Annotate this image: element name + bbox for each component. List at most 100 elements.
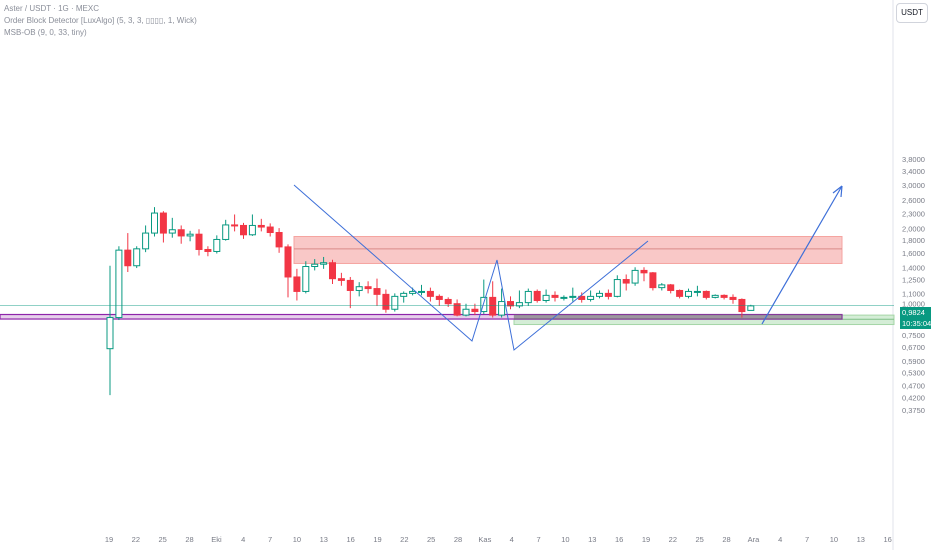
- candle-up: [596, 292, 603, 297]
- y-tick-label: 0,5300: [902, 368, 925, 377]
- x-tick-label: 22: [132, 535, 140, 544]
- x-tick-label: 19: [373, 535, 381, 544]
- x-tick-label: 16: [615, 535, 623, 544]
- x-tick-label: 7: [537, 535, 541, 544]
- x-tick-label: 16: [346, 535, 354, 544]
- candle-down: [702, 290, 710, 298]
- candle-down: [364, 286, 372, 290]
- candle-down: [729, 296, 737, 300]
- x-tick-label: 10: [561, 535, 569, 544]
- candle-down: [373, 288, 381, 295]
- indicator-order-block-detector[interactable]: Order Block Detector [LuxAlgo] (5, 3, 3,…: [4, 16, 197, 25]
- y-tick-label: 2,3000: [902, 210, 925, 219]
- x-tick-label: 22: [400, 535, 408, 544]
- y-tick-label: 1,4000: [902, 263, 925, 272]
- y-tick-label: 2,0000: [902, 225, 925, 234]
- chart-legend: Aster / USDT · 1G · MEXC Order Block Det…: [4, 3, 197, 39]
- y-tick-label: 3,0000: [902, 181, 925, 190]
- x-tick-label: 4: [778, 535, 782, 544]
- x-tick-label: 10: [293, 535, 301, 544]
- x-tick-label: 10: [830, 535, 838, 544]
- x-tick-label: 22: [669, 535, 677, 544]
- candle-up: [248, 224, 256, 236]
- projection-arrow-head: [832, 185, 843, 198]
- candle-up: [213, 238, 221, 252]
- y-tick-label: 1,0000: [902, 300, 925, 309]
- candle-down: [649, 272, 657, 289]
- candle-down: [471, 308, 479, 313]
- candle-down: [124, 249, 132, 267]
- candle-up: [747, 305, 755, 311]
- candle-down: [640, 269, 648, 274]
- y-tick-label: 1,6000: [902, 249, 925, 258]
- symbol-title[interactable]: Aster / USDT · 1G · MEXC: [4, 4, 99, 13]
- candle-down: [337, 278, 345, 281]
- y-tick-label: 2,6000: [902, 196, 925, 205]
- candle-down: [240, 224, 247, 236]
- candle-up: [151, 212, 158, 234]
- y-tick-label: 1,2500: [902, 276, 925, 285]
- candle-down: [204, 248, 212, 252]
- y-tick-label: 1,1000: [902, 289, 925, 298]
- candle-up: [400, 292, 408, 297]
- last-price-badge: 0,9824 10:35:04: [900, 307, 931, 329]
- candle-down: [257, 224, 265, 228]
- indicator-msb-ob[interactable]: MSB-OB (9, 0, 33, tiny): [4, 28, 87, 37]
- x-tick-label: 4: [510, 535, 514, 544]
- candle-down: [444, 298, 452, 305]
- last-price-countdown: 10:35:04: [902, 319, 932, 328]
- x-tick-label: Kas: [478, 535, 491, 544]
- candle-up: [186, 233, 194, 237]
- candle-up: [480, 296, 488, 313]
- x-tick-label: 19: [105, 535, 113, 544]
- candle-down: [676, 289, 684, 297]
- candle-up: [711, 294, 719, 298]
- candle-down: [195, 233, 203, 250]
- x-tick-label: 19: [642, 535, 650, 544]
- candle-up: [355, 286, 363, 291]
- y-tick-label: 0,5900: [902, 357, 925, 366]
- y-tick-label: 0,7500: [902, 331, 925, 340]
- x-tick-label: 28: [722, 535, 730, 544]
- candle-up: [524, 290, 532, 304]
- candle-up: [409, 290, 417, 294]
- y-tick-label: 1,8000: [902, 236, 925, 245]
- y-tick-label: 0,3750: [902, 406, 925, 415]
- x-tick-label: 13: [588, 535, 596, 544]
- candle-down: [177, 229, 185, 237]
- candle-down: [293, 276, 301, 292]
- candle-up: [560, 296, 568, 299]
- order-block-overlap-zone: [514, 314, 842, 320]
- x-tick-label: 4: [241, 535, 245, 544]
- candle-up: [302, 265, 310, 292]
- x-tick-label: 13: [857, 535, 865, 544]
- candle-up: [133, 248, 141, 267]
- x-tick-label: Eki: [211, 535, 222, 544]
- candle-down: [622, 279, 630, 284]
- candle-down: [329, 262, 336, 280]
- candle-down: [551, 294, 559, 298]
- candle-down: [382, 293, 390, 310]
- candle-up: [391, 295, 399, 310]
- x-tick-label: 13: [320, 535, 328, 544]
- y-tick-label: 0,4200: [902, 394, 925, 403]
- y-tick-label: 3,8000: [902, 155, 925, 164]
- candle-down: [435, 295, 443, 300]
- candle-up: [115, 249, 123, 319]
- x-tick-label: 25: [696, 535, 704, 544]
- x-tick-label: 7: [805, 535, 809, 544]
- candle-down: [426, 290, 434, 297]
- candle-down: [266, 226, 274, 234]
- candle-up: [311, 263, 319, 267]
- candle-up: [569, 295, 577, 298]
- candle-up: [658, 284, 666, 289]
- candle-up: [106, 317, 114, 350]
- candle-down: [275, 232, 283, 248]
- candle-up: [587, 295, 595, 300]
- order-block-red-zone: [293, 236, 843, 264]
- currency-button[interactable]: USDT: [896, 3, 928, 23]
- candle-up: [222, 224, 230, 240]
- candle-up: [142, 232, 150, 250]
